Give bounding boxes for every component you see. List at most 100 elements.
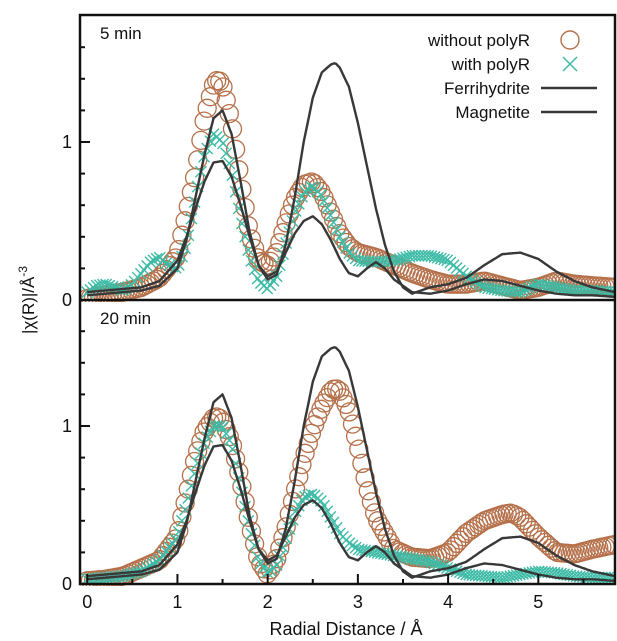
legend-label: Magnetite	[455, 103, 530, 122]
data-point	[368, 511, 388, 531]
data-point	[302, 489, 315, 502]
data-point	[305, 181, 318, 194]
data-point	[349, 541, 362, 554]
data-point	[425, 556, 438, 569]
y-tick-label: 1	[62, 416, 72, 436]
data-point	[273, 223, 293, 243]
data-point	[465, 517, 486, 537]
data-point	[100, 278, 113, 291]
data-point	[475, 279, 488, 292]
data-point	[358, 481, 378, 501]
data-point	[342, 414, 363, 434]
x-tick-label: 1	[172, 592, 182, 612]
axes-frame	[78, 13, 617, 586]
y-axis-label-main: |χ(R)|/Å	[19, 276, 38, 334]
data-point	[330, 223, 343, 236]
data-point	[364, 503, 385, 523]
data-point	[321, 202, 334, 215]
data-point	[314, 188, 327, 201]
data-point	[229, 160, 249, 180]
y-tick-label: 1	[62, 132, 72, 152]
series-magnetite	[87, 62, 615, 295]
data-point	[292, 499, 305, 512]
plot-area	[80, 62, 615, 302]
data-point	[295, 443, 315, 463]
data-point	[321, 505, 334, 518]
data-point	[324, 510, 337, 523]
x-tick-label: 3	[353, 592, 363, 612]
data-point	[409, 249, 422, 262]
x-axis-label: Radial Distance / Å	[269, 619, 422, 639]
data-point	[217, 137, 229, 150]
data-point	[377, 527, 397, 548]
data-point	[223, 434, 236, 447]
y-tick-label: 0	[62, 574, 72, 594]
data-point	[292, 454, 312, 475]
series-line	[87, 393, 615, 582]
data-point	[210, 408, 230, 429]
data-point	[217, 420, 229, 433]
series-ferrihydrite	[87, 109, 615, 298]
data-point	[213, 77, 233, 97]
data-point	[339, 236, 359, 257]
x-tick-label: 4	[443, 592, 453, 612]
series-line	[87, 109, 615, 298]
y-tick-label: 0	[62, 290, 72, 310]
series-magnetite	[87, 346, 615, 579]
series-ferrihydrite	[87, 393, 615, 582]
data-point	[314, 393, 334, 413]
data-point	[327, 516, 340, 529]
data-point	[216, 90, 236, 110]
data-point	[304, 174, 325, 194]
data-point	[339, 402, 359, 422]
data-point	[197, 98, 217, 118]
legend-marker-circle	[560, 30, 580, 50]
data-point	[324, 209, 337, 222]
data-point	[299, 490, 312, 503]
data-point	[349, 252, 362, 265]
data-point	[406, 249, 419, 262]
data-point	[298, 433, 318, 454]
data-point	[327, 216, 340, 229]
data-point	[355, 468, 375, 488]
data-point	[261, 566, 274, 579]
data-point	[318, 499, 331, 512]
legend: without polyR with polyR Ferrihydrite Magne…	[427, 30, 597, 122]
data-point	[513, 286, 526, 299]
data-point	[207, 420, 220, 432]
data-point	[336, 236, 349, 249]
data-point	[144, 256, 157, 269]
data-point	[361, 492, 382, 512]
panel-label: 20 min	[100, 309, 151, 328]
data-point	[333, 230, 346, 243]
legend-label: with polyR	[451, 55, 530, 74]
data-point	[289, 467, 309, 487]
data-point	[147, 254, 160, 267]
data-point	[172, 507, 192, 527]
data-point	[213, 420, 226, 432]
y-axis-label-superscript: -3	[16, 266, 30, 277]
data-point	[188, 441, 208, 461]
panel-label: 5 min	[100, 24, 142, 43]
x-tick-label: 5	[533, 592, 543, 612]
data-point	[412, 249, 425, 262]
data-point	[538, 535, 558, 555]
data-point	[469, 514, 489, 535]
x-axis: 0 1 2 3 4 5	[82, 574, 585, 612]
y-axis: 01	[62, 46, 90, 310]
data-point	[318, 194, 331, 207]
data-point	[203, 75, 224, 95]
data-point	[210, 71, 230, 91]
data-point	[428, 557, 441, 570]
data-point	[330, 521, 343, 534]
data-point	[289, 505, 302, 518]
legend-marker-x	[562, 56, 578, 72]
y-axis: 01	[62, 330, 90, 594]
legend-label: Ferrihydrite	[444, 79, 530, 98]
data-point	[220, 427, 233, 440]
data-point	[225, 449, 246, 469]
y-axis-label: |χ(R)|/Å-3	[16, 266, 38, 334]
data-point	[220, 147, 233, 160]
